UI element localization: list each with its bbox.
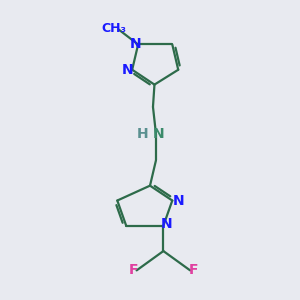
Text: F: F xyxy=(129,263,138,278)
Text: N: N xyxy=(122,63,134,77)
Text: F: F xyxy=(188,263,198,278)
Text: H: H xyxy=(137,127,148,141)
Text: CH₃: CH₃ xyxy=(102,22,127,34)
Text: N: N xyxy=(129,38,141,52)
Text: N: N xyxy=(160,217,172,231)
Text: N: N xyxy=(153,127,165,141)
Text: N: N xyxy=(172,194,184,208)
